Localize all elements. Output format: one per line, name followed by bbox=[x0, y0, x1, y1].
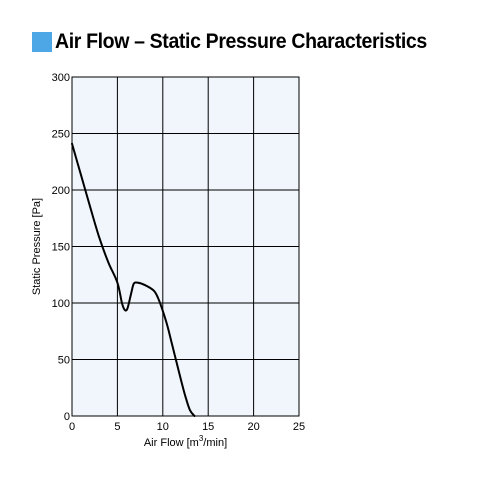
x-tick-label: 5 bbox=[114, 421, 120, 433]
chart-header: Air Flow – Static Pressure Characteristi… bbox=[32, 28, 455, 56]
x-tick-label: 20 bbox=[247, 421, 259, 433]
x-axis-ticks: 0 5 10 15 20 25 bbox=[69, 421, 305, 433]
y-tick-label: 100 bbox=[52, 298, 70, 310]
x-axis-title-base: Air Flow [m bbox=[144, 437, 199, 449]
y-tick-label: 300 bbox=[52, 72, 70, 84]
x-tick-label: 15 bbox=[202, 421, 214, 433]
grid bbox=[71, 76, 300, 417]
y-tick-label: 50 bbox=[58, 355, 70, 367]
y-tick-label: 250 bbox=[52, 129, 70, 141]
pressure-curve-line bbox=[71, 142, 196, 417]
y-tick-label: 0 bbox=[64, 411, 70, 423]
x-axis-title-superscript: 3 bbox=[199, 434, 204, 443]
title-square-icon bbox=[32, 32, 52, 52]
x-tick-label: 0 bbox=[69, 421, 75, 433]
y-axis-ticks: 0 50 100 150 200 250 300 bbox=[52, 72, 70, 423]
x-tick-label: 10 bbox=[157, 421, 169, 433]
y-tick-label: 150 bbox=[52, 242, 70, 254]
chart-title: Air Flow – Static Pressure Characteristi… bbox=[55, 30, 427, 53]
x-axis-title: Air Flow [m3/min] bbox=[144, 434, 227, 449]
y-tick-label: 200 bbox=[52, 185, 70, 197]
x-tick-label: 25 bbox=[293, 421, 305, 433]
y-axis-title: Static Pressure [Pa] bbox=[31, 198, 43, 295]
x-axis-title-tail: /min] bbox=[203, 437, 227, 449]
